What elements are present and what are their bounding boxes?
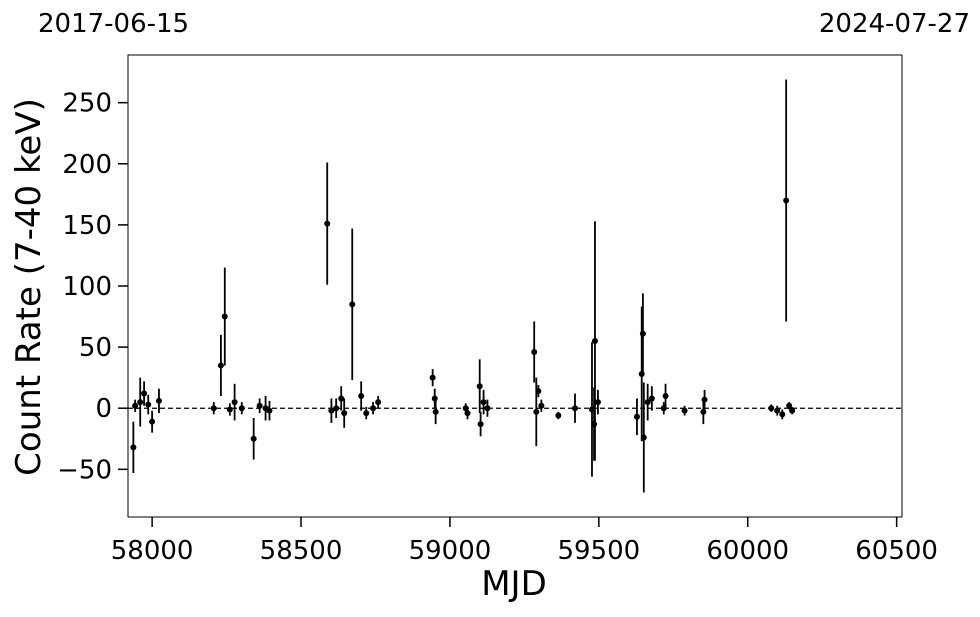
data-point bbox=[477, 421, 484, 428]
data-point bbox=[639, 330, 646, 337]
y-tick-label: −50 bbox=[57, 455, 112, 485]
x-tick-label: 60500 bbox=[855, 536, 938, 566]
data-point bbox=[531, 349, 538, 355]
data-point bbox=[217, 362, 224, 369]
x-tick-label: 59500 bbox=[557, 536, 640, 566]
y-axis-label: Count Rate (7-40 keV) bbox=[9, 98, 49, 476]
data-point bbox=[700, 408, 707, 415]
data-point bbox=[349, 301, 356, 308]
data-point bbox=[324, 220, 331, 227]
data-point bbox=[538, 402, 545, 409]
y-tick-label: 250 bbox=[62, 89, 112, 119]
data-point bbox=[681, 407, 688, 414]
x-tick-label: 59000 bbox=[409, 536, 492, 566]
data-point bbox=[432, 408, 439, 415]
data-point bbox=[221, 313, 228, 320]
data-point bbox=[648, 395, 655, 402]
data-point bbox=[333, 405, 340, 412]
data-point bbox=[137, 399, 144, 406]
data-point bbox=[591, 338, 598, 344]
data-point bbox=[375, 399, 382, 406]
y-tick-label: 0 bbox=[95, 394, 112, 424]
x-tick-label: 60000 bbox=[706, 536, 789, 566]
data-point bbox=[210, 405, 217, 412]
y-tick-label: 100 bbox=[62, 272, 112, 302]
data-point bbox=[572, 405, 579, 412]
data-point bbox=[786, 402, 793, 409]
data-point bbox=[644, 399, 651, 406]
data-point bbox=[429, 374, 436, 381]
data-point bbox=[594, 399, 601, 406]
data-point bbox=[484, 405, 491, 412]
data-point bbox=[638, 371, 645, 377]
data-point bbox=[555, 412, 562, 419]
x-tick-label: 58500 bbox=[260, 536, 343, 566]
data-point bbox=[533, 408, 540, 415]
date-end: 2024-07-27 bbox=[819, 9, 970, 39]
data-point bbox=[328, 407, 335, 414]
data-point bbox=[701, 396, 708, 403]
x-tick-label: 58000 bbox=[111, 536, 194, 566]
data-point bbox=[363, 410, 370, 417]
data-point bbox=[155, 397, 162, 404]
data-point bbox=[266, 407, 273, 414]
x-axis-label: MJD bbox=[481, 564, 547, 604]
y-tick-label: 200 bbox=[62, 150, 112, 180]
data-point bbox=[231, 399, 238, 406]
data-point bbox=[789, 407, 796, 414]
data-point bbox=[480, 399, 487, 406]
y-tick-label: 50 bbox=[79, 333, 112, 363]
data-point bbox=[130, 444, 137, 451]
data-point bbox=[141, 390, 148, 397]
data-point bbox=[633, 413, 640, 420]
data-point bbox=[149, 418, 156, 425]
data-point bbox=[132, 402, 139, 409]
data-point bbox=[250, 435, 257, 442]
data-point bbox=[341, 410, 348, 417]
data-point bbox=[535, 388, 542, 395]
date-start: 2017-06-15 bbox=[38, 9, 189, 39]
data-point bbox=[338, 395, 345, 402]
data-point bbox=[358, 393, 365, 399]
data-point bbox=[238, 405, 245, 412]
data-point bbox=[145, 401, 152, 408]
data-point bbox=[226, 406, 233, 413]
data-point bbox=[779, 411, 786, 418]
data-point bbox=[768, 405, 775, 412]
data-point bbox=[476, 383, 483, 390]
data-point bbox=[640, 434, 647, 441]
data-point bbox=[464, 410, 471, 417]
data-point bbox=[370, 405, 377, 412]
data-point bbox=[774, 407, 781, 414]
data-point bbox=[662, 393, 669, 399]
y-tick-label: 150 bbox=[62, 211, 112, 241]
data-point bbox=[256, 402, 263, 409]
data-point bbox=[783, 197, 790, 204]
